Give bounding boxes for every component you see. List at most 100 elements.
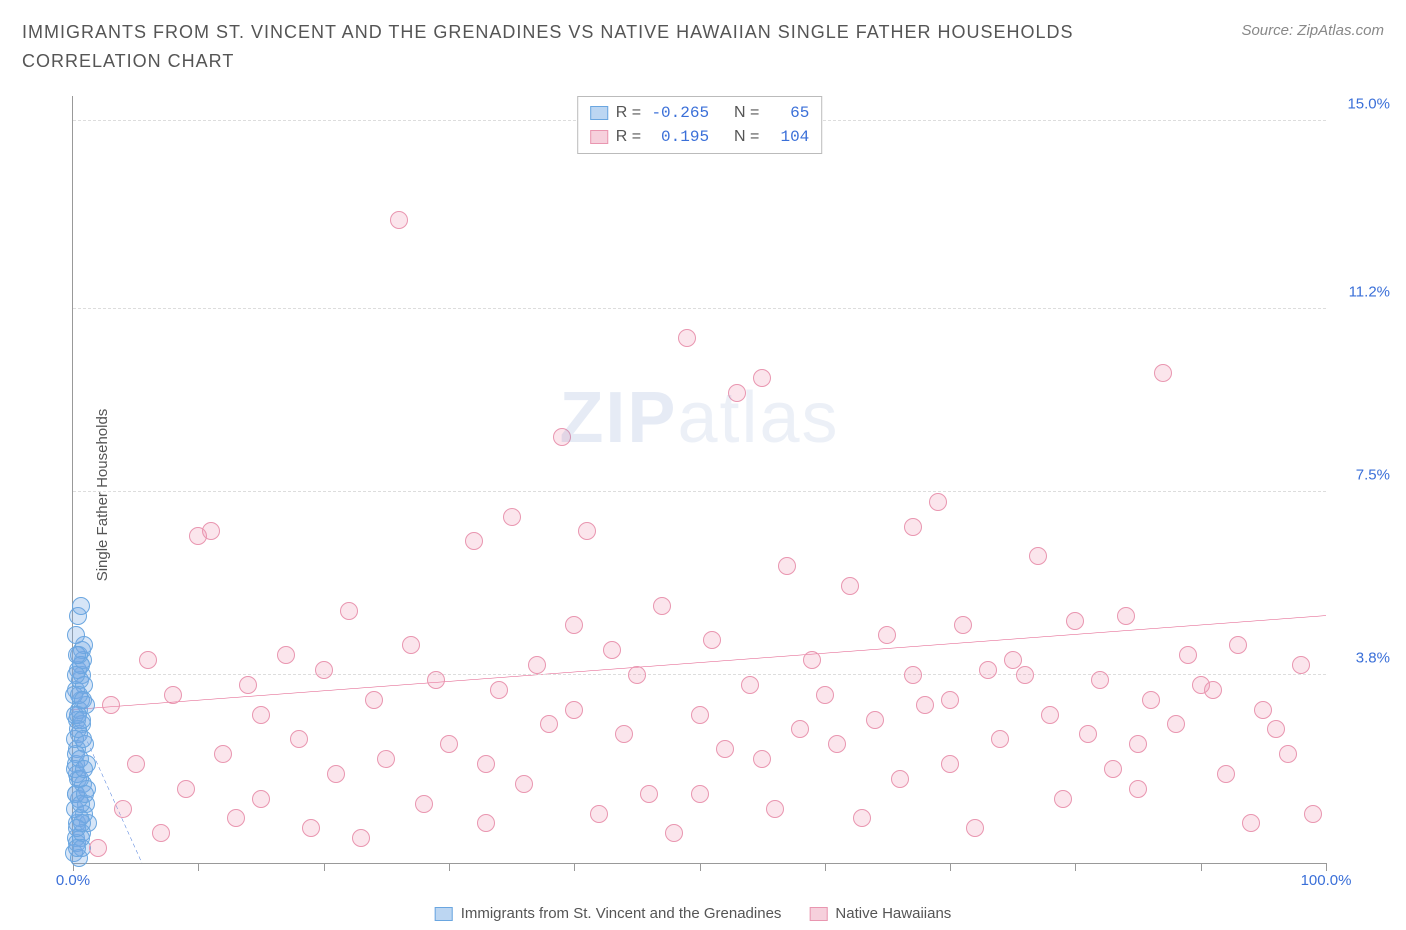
data-point	[766, 800, 784, 818]
gridline	[73, 491, 1326, 492]
data-point	[753, 369, 771, 387]
x-tick-label: 100.0%	[1301, 872, 1352, 889]
data-point	[1279, 745, 1297, 763]
data-point	[590, 805, 608, 823]
data-point	[74, 691, 92, 709]
data-point	[565, 701, 583, 719]
data-point	[1292, 656, 1310, 674]
data-point	[440, 735, 458, 753]
data-point	[703, 631, 721, 649]
data-point	[565, 616, 583, 634]
data-point	[477, 814, 495, 832]
data-point	[74, 730, 92, 748]
data-point	[277, 646, 295, 664]
data-point	[1004, 651, 1022, 669]
legend-r-value: 0.195	[649, 125, 709, 149]
data-point	[1217, 765, 1235, 783]
data-point	[640, 785, 658, 803]
data-point	[941, 755, 959, 773]
data-point	[1192, 676, 1210, 694]
legend-swatch	[590, 106, 608, 120]
data-point	[102, 696, 120, 714]
legend-swatch	[809, 907, 827, 921]
data-point	[966, 819, 984, 837]
data-point	[177, 780, 195, 798]
x-tick	[1201, 863, 1202, 871]
data-point	[139, 651, 157, 669]
data-point	[615, 725, 633, 743]
data-point	[75, 760, 93, 778]
x-tick	[1075, 863, 1076, 871]
data-point	[1016, 666, 1034, 684]
data-point	[340, 602, 358, 620]
data-point	[1041, 706, 1059, 724]
legend-n-value: 104	[767, 125, 809, 149]
data-point	[315, 661, 333, 679]
data-point	[377, 750, 395, 768]
data-point	[853, 809, 871, 827]
data-point	[878, 626, 896, 644]
data-point	[728, 384, 746, 402]
legend-r-label: R =	[616, 101, 641, 125]
data-point	[390, 211, 408, 229]
data-point	[73, 711, 91, 729]
data-point	[916, 696, 934, 714]
legend-swatch	[590, 130, 608, 144]
data-point	[791, 720, 809, 738]
legend-n-value: 65	[767, 101, 809, 125]
data-point	[778, 557, 796, 575]
y-tick-label: 7.5%	[1356, 466, 1390, 483]
data-point	[67, 626, 85, 644]
data-point	[678, 329, 696, 347]
data-point	[866, 711, 884, 729]
data-point	[415, 795, 433, 813]
data-point	[528, 656, 546, 674]
data-point	[1129, 735, 1147, 753]
y-tick-label: 3.8%	[1356, 649, 1390, 666]
x-tick-label: 0.0%	[56, 872, 90, 889]
data-point	[1117, 607, 1135, 625]
legend-row: R =-0.265 N =65	[590, 101, 810, 125]
x-tick	[950, 863, 951, 871]
data-point	[89, 839, 107, 857]
x-tick	[1326, 863, 1327, 871]
data-point	[904, 518, 922, 536]
legend-n-label: N =	[734, 125, 759, 149]
x-tick	[324, 863, 325, 871]
data-point	[716, 740, 734, 758]
data-point	[252, 790, 270, 808]
legend-row: R = 0.195 N = 104	[590, 125, 810, 149]
data-point	[290, 730, 308, 748]
data-point	[540, 715, 558, 733]
legend-r-value: -0.265	[649, 101, 709, 125]
data-point	[929, 493, 947, 511]
data-point	[828, 735, 846, 753]
data-point	[553, 428, 571, 446]
data-point	[753, 750, 771, 768]
data-point	[841, 577, 859, 595]
legend-series-name: Immigrants from St. Vincent and the Gren…	[461, 905, 782, 922]
data-point	[1066, 612, 1084, 630]
data-point	[515, 775, 533, 793]
plot-area: ZIPatlas R =-0.265 N =65R =0.195 N =104 …	[72, 96, 1326, 864]
data-point	[1179, 646, 1197, 664]
chart-container: Single Father Households ZIPatlas R =-0.…	[60, 96, 1326, 894]
data-point	[1267, 720, 1285, 738]
data-point	[227, 809, 245, 827]
gridline	[73, 308, 1326, 309]
x-tick	[825, 863, 826, 871]
data-point	[152, 824, 170, 842]
data-point	[653, 597, 671, 615]
data-point	[904, 666, 922, 684]
data-point	[1142, 691, 1160, 709]
series-legend: Immigrants from St. Vincent and the Gren…	[435, 905, 952, 922]
x-tick	[700, 863, 701, 871]
data-point	[127, 755, 145, 773]
data-point	[1304, 805, 1322, 823]
data-point	[1254, 701, 1272, 719]
data-point	[1079, 725, 1097, 743]
legend-r-label: R =	[616, 125, 641, 149]
data-point	[239, 676, 257, 694]
data-point	[352, 829, 370, 847]
data-point	[941, 691, 959, 709]
